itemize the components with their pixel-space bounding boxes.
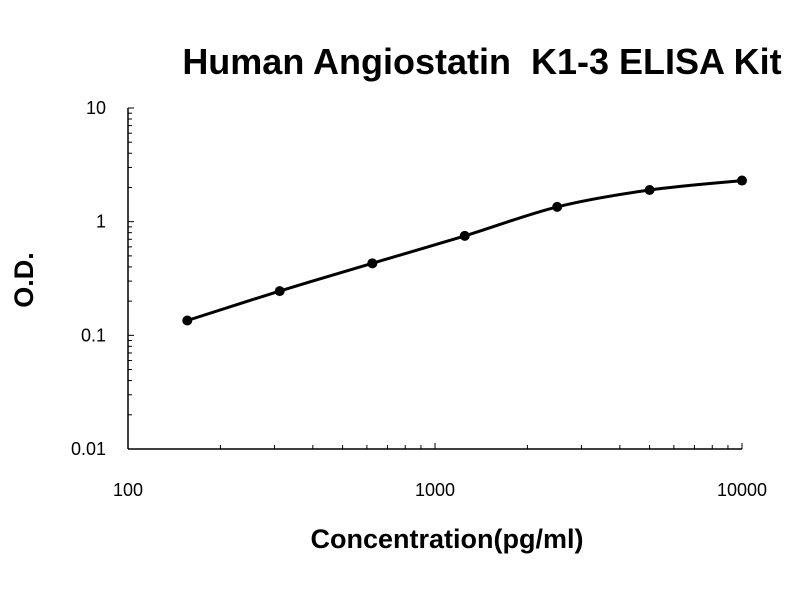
data-point xyxy=(182,315,193,326)
y-tick-label: 0.01 xyxy=(71,439,106,459)
x-tick-label: 10000 xyxy=(717,480,767,500)
x-axis-label: Concentration(pg/ml) xyxy=(311,524,584,554)
y-axis-label: O.D. xyxy=(9,252,39,308)
y-tick-label: 10 xyxy=(86,98,106,118)
data-point xyxy=(552,201,563,212)
fitted-curve-line xyxy=(185,179,744,322)
y-tick-label: 0.1 xyxy=(81,325,106,345)
data-point xyxy=(367,258,378,269)
x-tick-label: 1000 xyxy=(415,480,455,500)
plot-area: 0.01 0.1 1 10 100 1000 10000 xyxy=(71,98,767,500)
x-tick-label: 100 xyxy=(113,480,143,500)
data-point xyxy=(737,175,747,186)
y-tick-label: 1 xyxy=(96,212,106,232)
chart-title: Human Angiostatin K1-3 ELISA Kit xyxy=(182,41,781,82)
data-point xyxy=(459,230,470,241)
data-point xyxy=(644,184,655,195)
data-point xyxy=(274,286,285,297)
